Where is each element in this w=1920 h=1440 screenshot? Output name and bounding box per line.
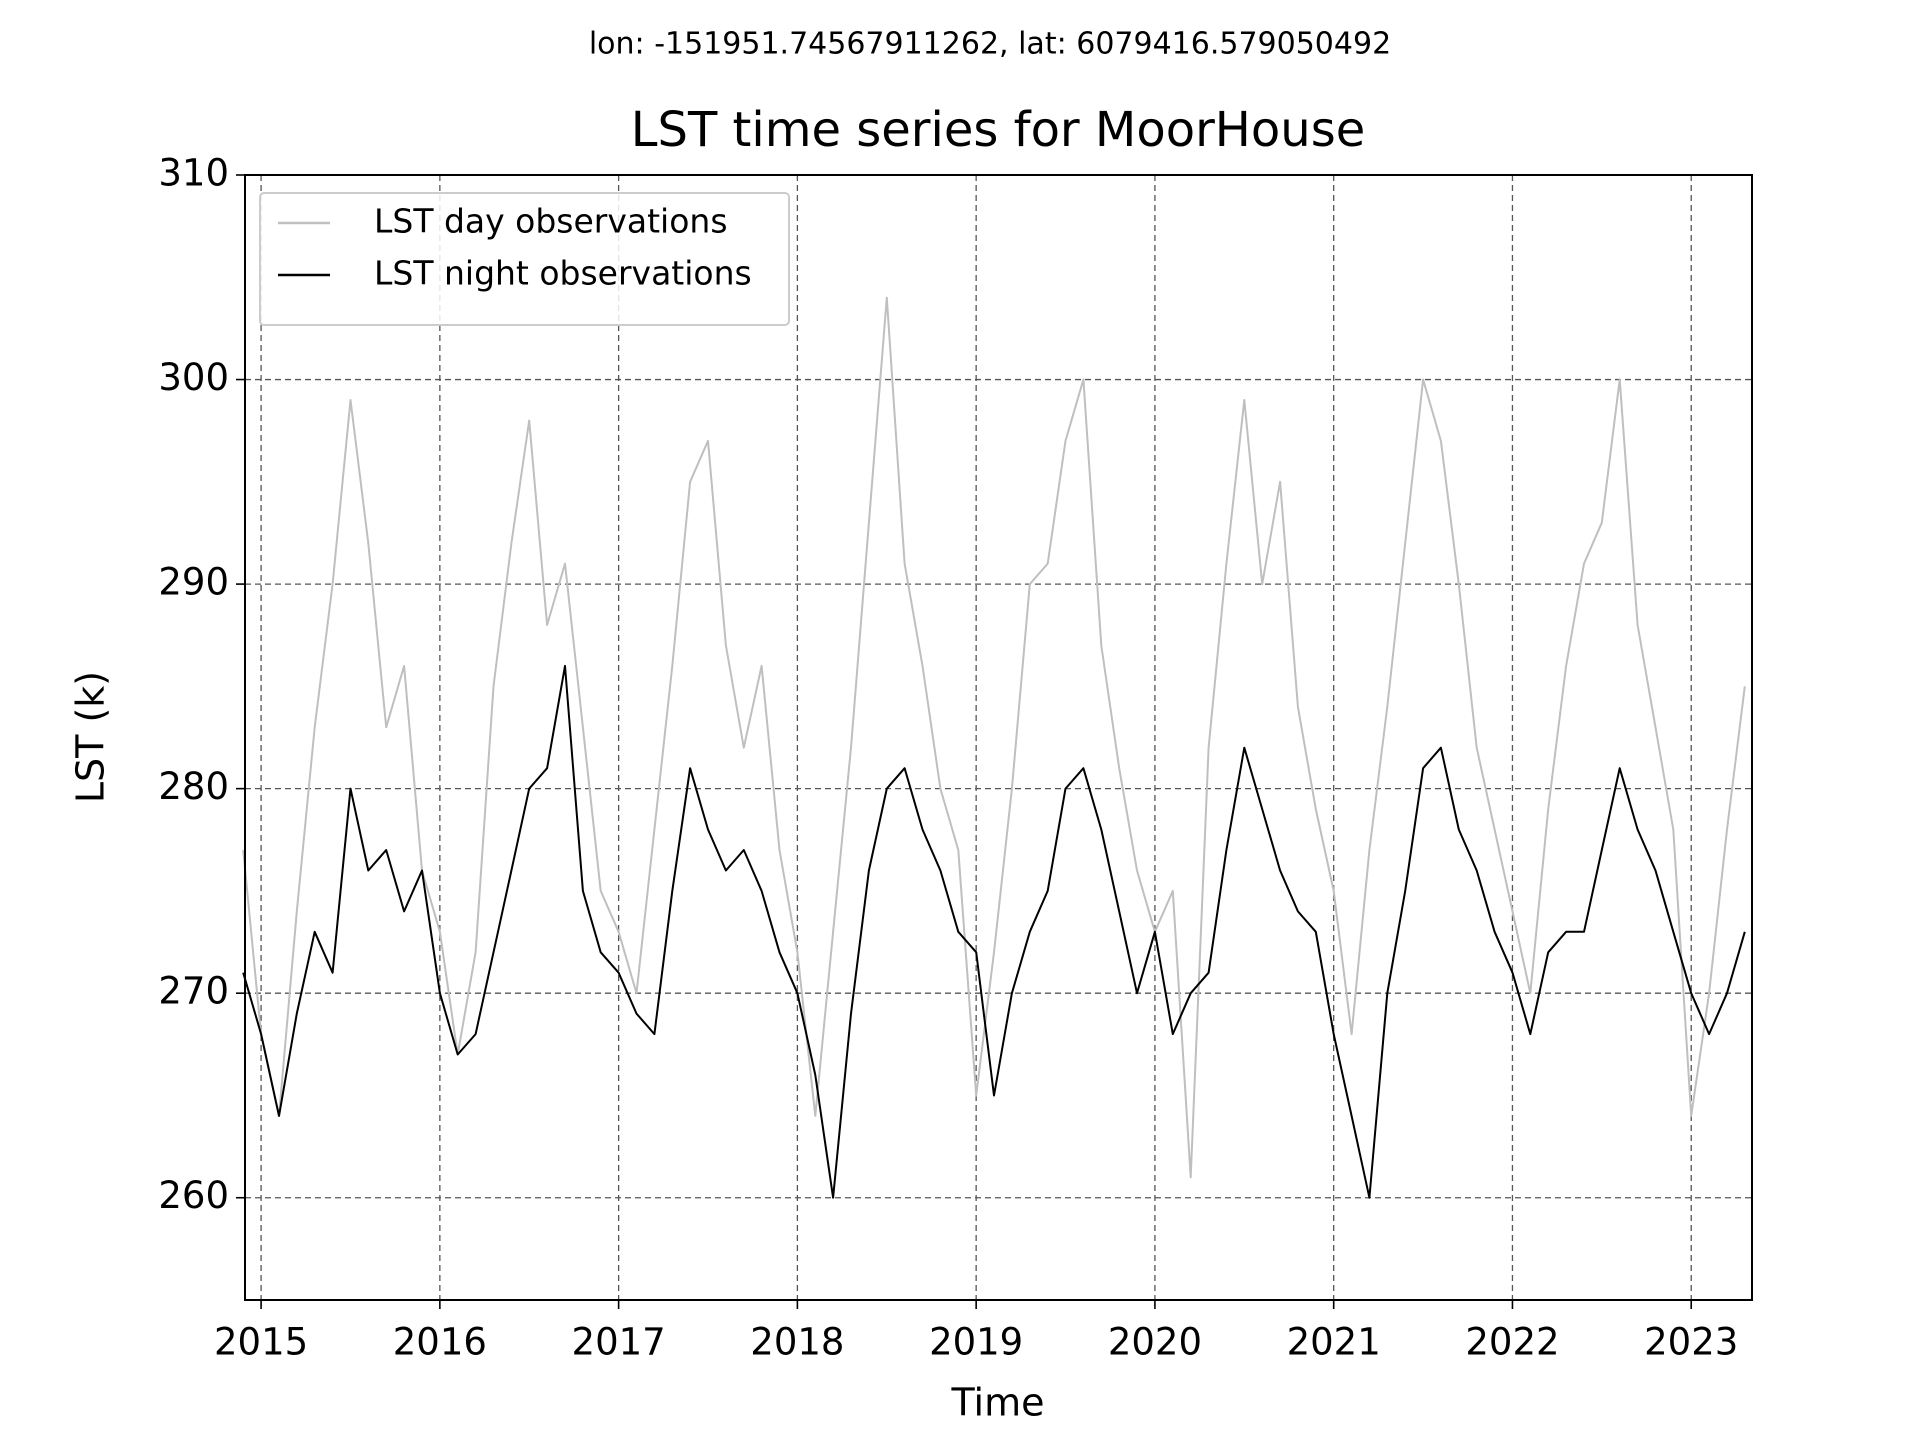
x-tick-label: 2023 xyxy=(1644,1321,1738,1364)
x-tick-label: 2017 xyxy=(572,1321,666,1364)
legend-box xyxy=(259,192,790,326)
legend-label: LST night observations xyxy=(374,254,752,293)
y-tick-label: 290 xyxy=(158,561,229,604)
plot-frame xyxy=(244,174,1753,1301)
x-tick-label: 2015 xyxy=(214,1321,308,1364)
legend-label: LST day observations xyxy=(374,202,728,241)
y-tick-label: 300 xyxy=(158,356,229,399)
y-tick-label: 310 xyxy=(158,152,229,195)
y-tick-label: 260 xyxy=(158,1174,229,1217)
x-tick-label: 2020 xyxy=(1108,1321,1202,1364)
x-tick-label: 2022 xyxy=(1465,1321,1559,1364)
x-axis-label: Time xyxy=(951,1381,1045,1425)
data-line xyxy=(242,664,1746,1199)
y-tick-label: 280 xyxy=(158,765,229,808)
data-line xyxy=(242,296,1746,1179)
x-tick-label: 2019 xyxy=(929,1321,1023,1364)
x-tick-label: 2016 xyxy=(393,1321,487,1364)
x-tick-label: 2021 xyxy=(1287,1321,1381,1364)
y-tick-label: 270 xyxy=(158,970,229,1013)
x-tick-label: 2018 xyxy=(750,1321,844,1364)
y-axis-label: LST (k) xyxy=(69,671,113,803)
chart-subtitle: lon: -151951.74567911262, lat: 6079416.5… xyxy=(589,27,1391,62)
chart-title: LST time series for MoorHouse xyxy=(631,102,1365,158)
